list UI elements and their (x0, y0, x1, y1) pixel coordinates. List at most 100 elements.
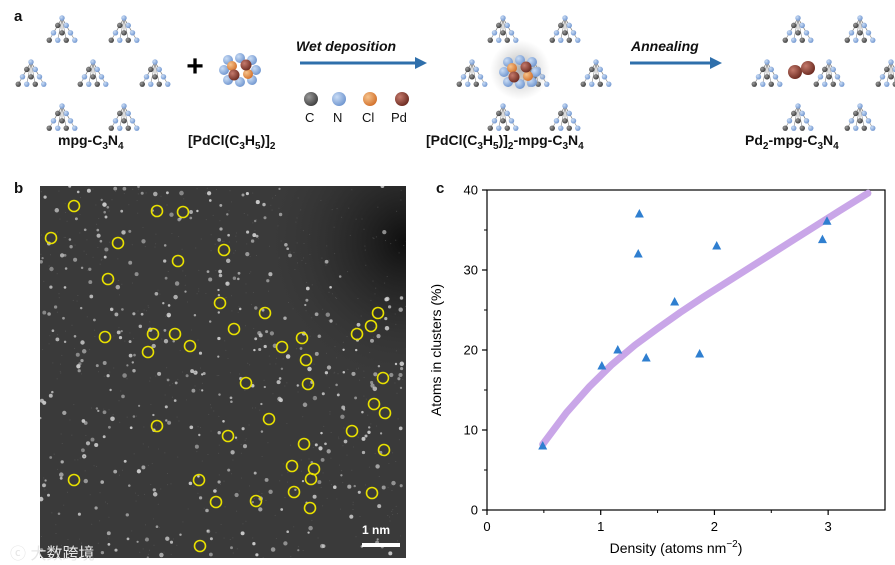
atom-dots (40, 186, 406, 558)
legend-chlorine-sphere (363, 92, 377, 106)
y-tick-label: 20 (464, 343, 478, 358)
caption-intermediate: [PdCl(C3H5)]2-mpg-C3N4 (426, 132, 584, 152)
caption-product: Pd2-mpg-C3N4 (745, 132, 839, 152)
cluster-circle (111, 236, 125, 250)
wet-deposition-label: Wet deposition (296, 38, 397, 54)
cluster-circle (304, 472, 318, 486)
cluster-circle (98, 330, 112, 344)
cluster-circle (150, 419, 164, 433)
cluster-circle (101, 272, 115, 286)
cluster-circle (350, 327, 364, 341)
x-axis-label: Density (atoms nm−2) (610, 539, 743, 556)
x-tick-label: 0 (483, 519, 490, 534)
legend-nitrogen-sphere (332, 92, 346, 106)
cluster-circle (141, 345, 155, 359)
lattice-3 (751, 15, 895, 131)
data-point (670, 297, 680, 306)
watermark-text: 大数跨境 (30, 546, 95, 563)
panel-a-letter: a (14, 8, 23, 25)
legend-label-pd: Pd (391, 110, 407, 125)
y-tick-label: 10 (464, 423, 478, 438)
cluster-circle (168, 327, 182, 341)
precursor-molecule (219, 53, 261, 87)
fit-curve-group (539, 189, 872, 448)
cluster-circle (67, 199, 81, 213)
cluster-circle (213, 296, 227, 310)
watermark-icon: ⓒ (10, 546, 31, 563)
cluster-circle (67, 473, 81, 487)
panel-b-letter: b (14, 180, 24, 197)
plus-sign: + (186, 50, 204, 83)
data-point (633, 249, 643, 258)
arrow-head-1 (415, 57, 427, 69)
data-point (817, 234, 827, 244)
cluster-circle (275, 340, 289, 354)
cluster-circle (378, 406, 392, 420)
pd-dimer (788, 61, 815, 79)
cluster-circle (365, 486, 379, 500)
legend-label-cl: Cl (362, 110, 375, 125)
lattice-1 (15, 15, 171, 131)
legend-carbon-sphere (304, 92, 318, 106)
data-point (634, 209, 644, 218)
cluster-circle (171, 254, 185, 268)
panel-c-letter: c (436, 180, 445, 197)
legend-palladium-sphere (395, 92, 409, 106)
data-points (538, 209, 832, 450)
stem-image: 1 nm (40, 186, 406, 558)
cluster-circle (209, 495, 223, 509)
data-point (597, 361, 607, 370)
cluster-circle (371, 306, 385, 320)
cluster-circle (44, 231, 58, 245)
cluster-circle (176, 205, 190, 219)
annealing-label: Annealing (631, 38, 699, 54)
cluster-circle (249, 494, 263, 508)
cluster-circle (299, 353, 313, 367)
y-tick-label: 30 (464, 263, 478, 278)
data-point (695, 349, 705, 358)
cluster-circle (364, 319, 378, 333)
cluster-circle (221, 429, 235, 443)
data-point (538, 441, 548, 450)
cluster-circle (262, 412, 276, 426)
caption-mpg-c3n4: mpg-C3N4 (58, 132, 124, 152)
cluster-circle (345, 424, 359, 438)
cluster-circle (295, 331, 309, 345)
cluster-circle (376, 371, 390, 385)
data-point (641, 353, 651, 362)
data-point (613, 345, 623, 354)
y-axis-label: Atoms in clusters (%) (428, 284, 444, 416)
data-point (712, 241, 722, 250)
arrow-head-2 (710, 57, 722, 69)
x-tick-label: 2 (711, 519, 718, 534)
cluster-circle (227, 322, 241, 336)
cluster-circle (303, 501, 317, 515)
cluster-circle (183, 339, 197, 353)
cluster-circle (285, 459, 299, 473)
fit-curve (539, 189, 872, 448)
cluster-circle (297, 437, 311, 451)
legend-label-n: N (333, 110, 343, 125)
adsorbed-glow (490, 40, 550, 100)
cluster-circle (377, 443, 391, 457)
cluster-circles (44, 199, 392, 553)
data-point (822, 216, 832, 225)
x-tick-label: 1 (597, 519, 604, 534)
scale-bar (362, 543, 400, 547)
y-tick-label: 40 (464, 183, 478, 198)
x-tick-label: 3 (825, 519, 832, 534)
cluster-circle (150, 204, 164, 218)
cluster-circle (287, 485, 301, 499)
cluster-circle (193, 539, 207, 553)
scale-bar-label: 1 nm (362, 523, 391, 537)
caption-precursor: [PdCl(C3H5)]2 (188, 132, 276, 152)
y-tick-label: 0 (471, 503, 478, 518)
cluster-circle (239, 376, 253, 390)
cluster-circle (301, 377, 315, 391)
cluster-circle (258, 306, 272, 320)
cluster-circle (146, 327, 160, 341)
panel-a-scheme: + (15, 15, 895, 131)
plot-frame (486, 189, 886, 511)
